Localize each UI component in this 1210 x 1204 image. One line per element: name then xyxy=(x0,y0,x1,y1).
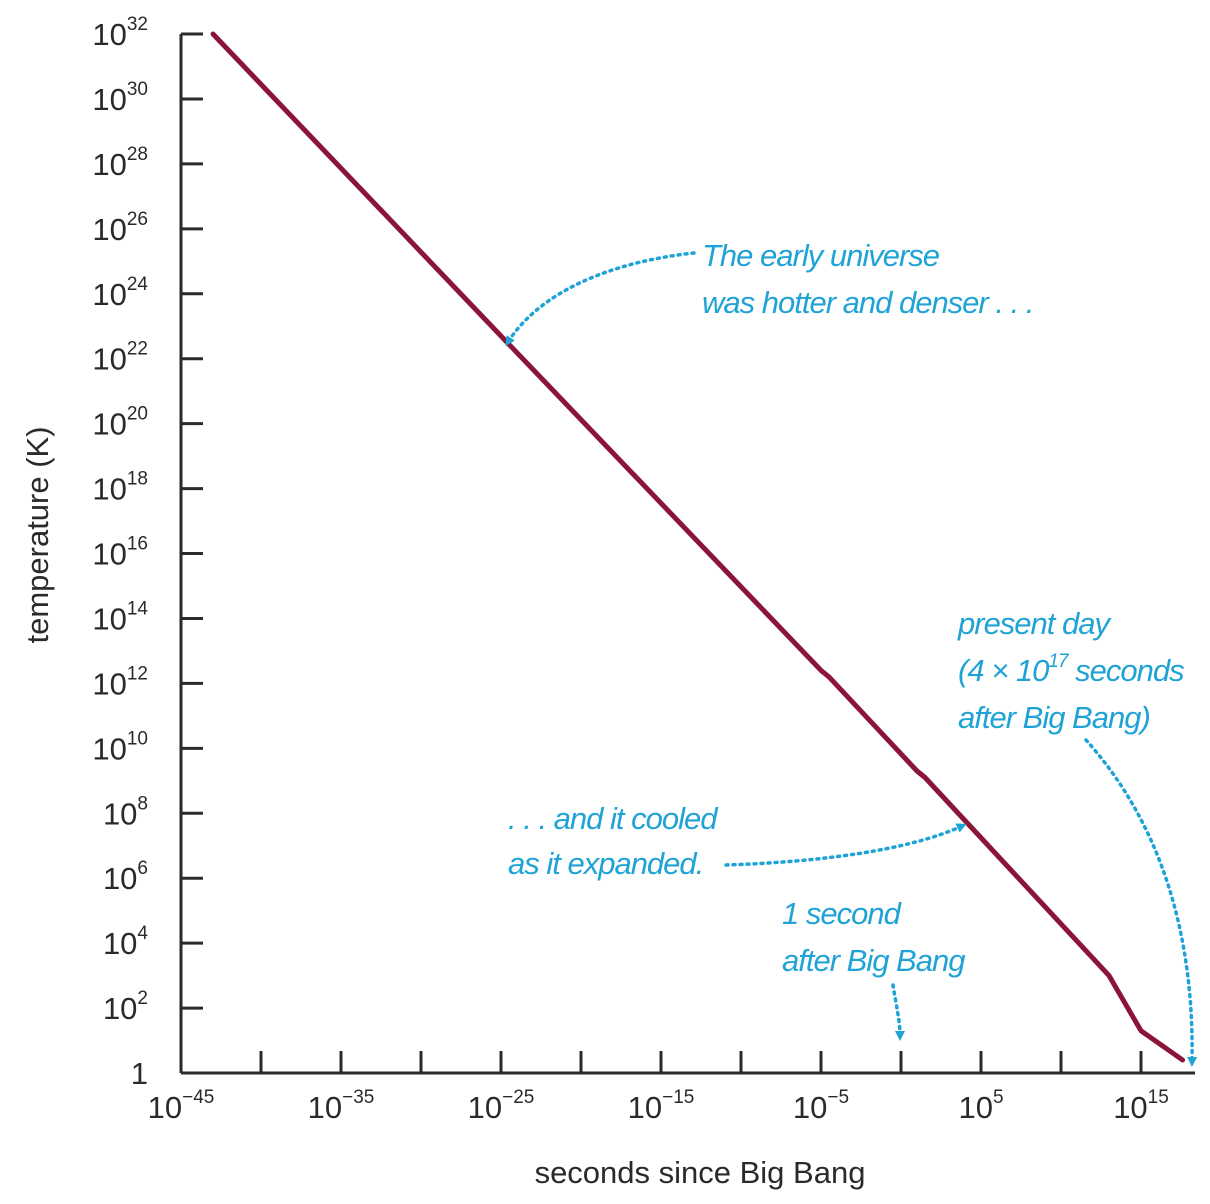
x-axis-title: seconds since Big Bang xyxy=(535,1155,866,1190)
y-tick-label: 108 xyxy=(103,793,148,831)
annotation-present-day: present day (4 × 1017 seconds after Big … xyxy=(957,606,1198,1067)
annotation-present-line2-b: seconds xyxy=(1068,653,1185,688)
y-tick-base: 10 xyxy=(92,666,126,701)
y-tick-base: 1 xyxy=(131,1056,148,1091)
y-tick-exp: 12 xyxy=(127,663,148,684)
y-tick-exp: 30 xyxy=(127,79,148,100)
annotation-cooled-arrow xyxy=(724,823,967,867)
temperature-series-line xyxy=(210,31,1186,1063)
annotation-second-line1: 1 second xyxy=(782,896,903,931)
y-tick-exp: 28 xyxy=(127,144,148,165)
x-tick-label: 1015 xyxy=(1113,1087,1169,1125)
x-tick-exp: −45 xyxy=(182,1087,214,1108)
y-tick-label: 1012 xyxy=(92,663,148,701)
y-tick-exp: 24 xyxy=(127,274,149,295)
y-tick-base: 10 xyxy=(92,147,126,182)
x-tick-base: 10 xyxy=(148,1090,182,1125)
x-tick-label: 105 xyxy=(958,1087,1003,1125)
y-tick-base: 10 xyxy=(103,926,137,961)
y-tick-label: 1020 xyxy=(92,404,148,442)
annotation-second-line2: after Big Bang xyxy=(782,943,965,978)
y-tick-base: 10 xyxy=(103,861,137,896)
x-tick-exp: −25 xyxy=(502,1087,534,1108)
x-tick-label: 10−5 xyxy=(793,1087,849,1125)
x-tick-label: 10−35 xyxy=(308,1087,375,1125)
y-tick-base: 10 xyxy=(92,277,126,312)
annotation-hotter-denser: The early universe was hotter and denser… xyxy=(505,238,1034,347)
x-tick-exp: −15 xyxy=(662,1087,694,1108)
y-tick-exp: 4 xyxy=(137,923,148,944)
x-ticks: 10−45 10−35 10−25 10−15 10−5 105 1015 xyxy=(148,1051,1169,1125)
y-tick-label: 104 xyxy=(103,923,148,961)
y-tick-label: 1026 xyxy=(92,209,148,247)
y-tick-exp: 32 xyxy=(127,14,148,35)
x-tick-label: 10−45 xyxy=(148,1087,215,1125)
y-tick-base: 10 xyxy=(92,537,126,572)
y-tick-exp: 14 xyxy=(127,598,149,619)
y-tick-label: 1010 xyxy=(92,728,148,766)
annotation-hotter-line1: The early universe xyxy=(702,238,940,273)
annotation-cooled-line2: as it expanded. xyxy=(508,846,703,881)
y-tick-base: 10 xyxy=(103,991,137,1026)
y-tick-base: 10 xyxy=(92,212,126,247)
x-tick-exp: −35 xyxy=(342,1087,374,1108)
y-tick-exp: 18 xyxy=(127,469,148,490)
y-axis-title: temperature (K) xyxy=(20,426,55,643)
x-tick-exp: 15 xyxy=(1148,1087,1169,1108)
annotation-hotter-line2: was hotter and denser . . . xyxy=(702,285,1033,320)
x-tick-base: 10 xyxy=(308,1090,342,1125)
y-tick-label: 1028 xyxy=(92,144,148,182)
x-tick-base: 10 xyxy=(468,1090,502,1125)
x-tick-exp: −5 xyxy=(827,1087,849,1108)
y-tick-label: 1022 xyxy=(92,339,148,377)
y-tick-base: 10 xyxy=(92,472,126,507)
y-tick-exp: 10 xyxy=(127,728,148,749)
y-tick-label: 1016 xyxy=(92,534,148,572)
y-tick-base: 10 xyxy=(92,17,126,52)
annotation-hotter-arrow xyxy=(505,251,696,347)
x-tick-base: 10 xyxy=(793,1090,827,1125)
y-tick-exp: 20 xyxy=(127,404,148,425)
annotation-one-second: 1 second after Big Bang xyxy=(782,896,966,1041)
x-tick-label: 10−15 xyxy=(628,1087,695,1125)
y-tick-exp: 26 xyxy=(127,209,148,230)
y-tick-base: 10 xyxy=(92,407,126,442)
y-tick-base: 10 xyxy=(92,601,126,636)
y-tick-exp: 8 xyxy=(137,793,148,814)
annotation-present-line3: after Big Bang) xyxy=(958,700,1150,735)
annotation-present-line2-sup: 17 xyxy=(1048,651,1070,672)
y-tick-base: 10 xyxy=(92,731,126,766)
x-tick-base: 10 xyxy=(1113,1090,1147,1125)
y-tick-label: 1032 xyxy=(92,14,148,52)
x-tick-exp: 5 xyxy=(993,1087,1004,1108)
y-tick-label: 106 xyxy=(103,858,148,896)
y-tick-label: 1018 xyxy=(92,469,148,507)
y-tick-label: 1014 xyxy=(92,598,148,636)
annotation-present-line2: (4 × 1017 seconds xyxy=(958,651,1184,688)
y-tick-exp: 6 xyxy=(137,858,148,879)
y-tick-base: 10 xyxy=(92,82,126,117)
annotation-present-arrow xyxy=(1084,738,1198,1067)
series-layer xyxy=(210,31,1186,1063)
y-tick-exp: 16 xyxy=(127,534,148,555)
y-tick-base: 10 xyxy=(92,342,126,377)
y-ticks: 1102104106108101010121014101610181020102… xyxy=(92,14,203,1091)
annotation-second-arrow xyxy=(891,983,905,1041)
annotation-present-line1: present day xyxy=(957,606,1112,641)
y-tick-label: 1030 xyxy=(92,79,148,117)
y-tick-exp: 22 xyxy=(127,339,148,360)
annotation-cooled-line1: . . . and it cooled xyxy=(508,801,719,836)
y-tick-label: 102 xyxy=(103,988,148,1026)
x-tick-base: 10 xyxy=(958,1090,992,1125)
y-tick-base: 10 xyxy=(103,796,137,831)
annotation-cooled-expanded: . . . and it cooled as it expanded. xyxy=(508,801,967,881)
y-tick-label: 1 xyxy=(131,1056,148,1091)
x-tick-base: 10 xyxy=(628,1090,662,1125)
annotation-present-line2-a: (4 × 10 xyxy=(958,653,1049,688)
y-tick-label: 1024 xyxy=(92,274,148,312)
y-tick-exp: 2 xyxy=(137,988,148,1009)
x-tick-label: 10−25 xyxy=(468,1087,535,1125)
